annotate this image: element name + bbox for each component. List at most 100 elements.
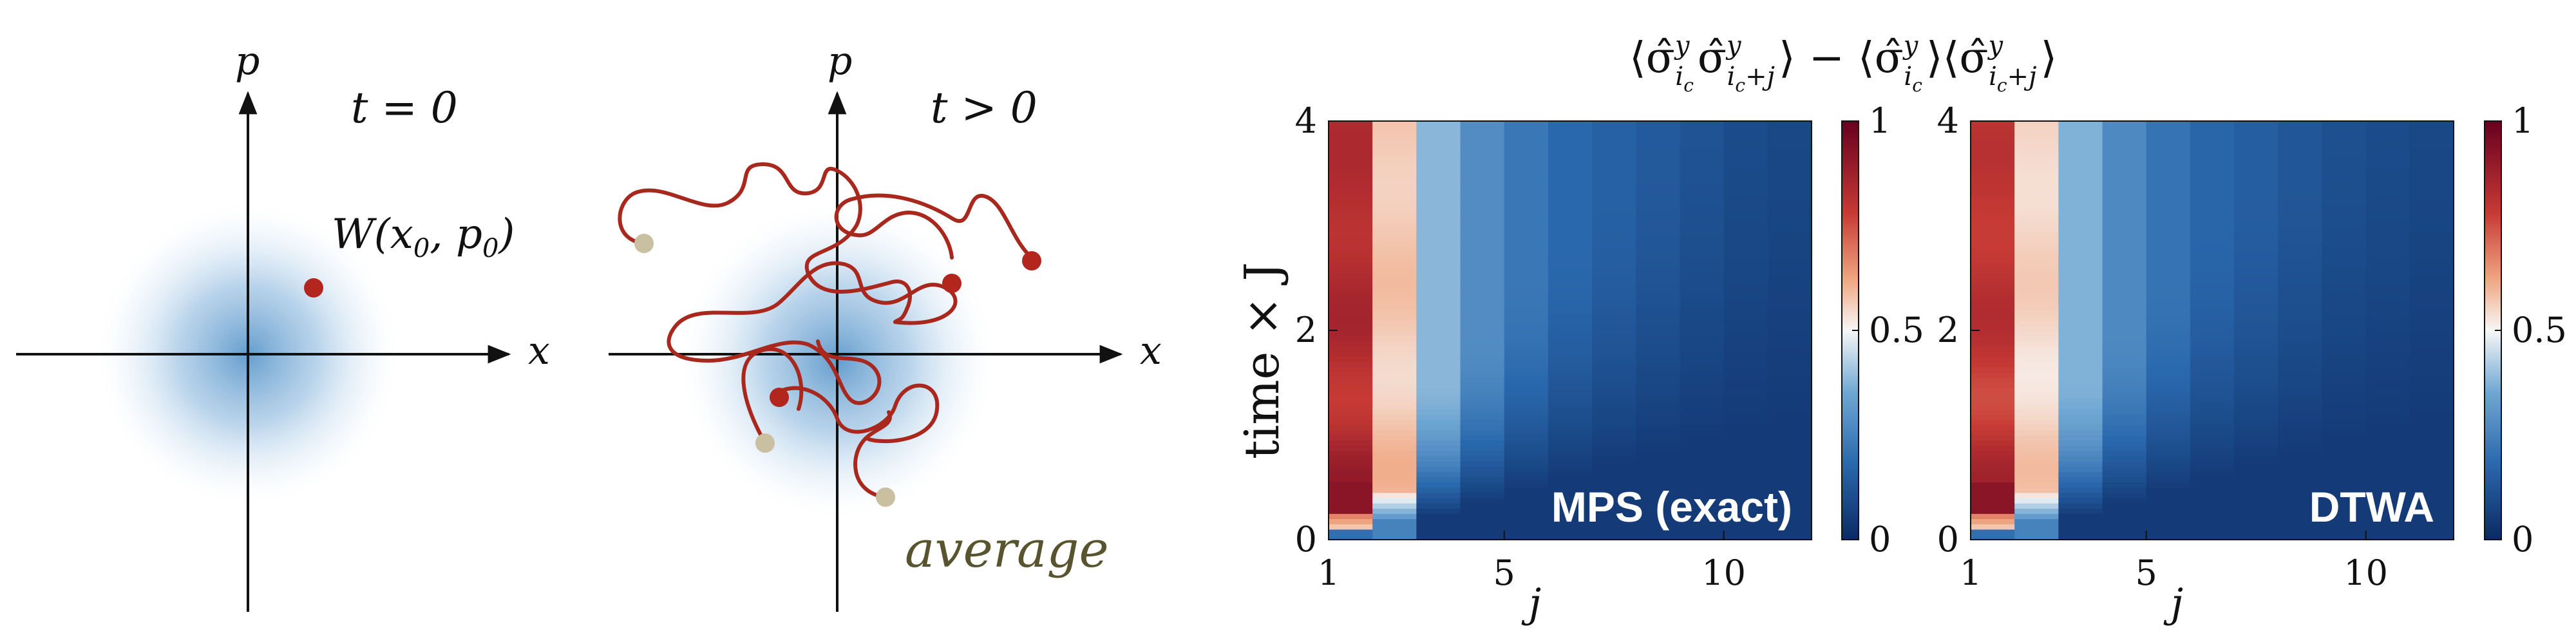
heatmap-cell — [2014, 461, 2059, 467]
heatmap-cell — [1971, 121, 2015, 127]
heatmap-cell — [1767, 231, 1812, 237]
heatmap-cell — [1548, 419, 1593, 425]
heatmap-cell — [2322, 210, 2367, 216]
heatmap-cell — [1416, 498, 1461, 504]
heatmap-cell — [1767, 471, 1812, 478]
heatmap-cell — [2234, 377, 2278, 383]
heatmap-cell — [2278, 152, 2323, 158]
heatmap-cell — [1416, 503, 1461, 509]
heatmap-cell — [2058, 262, 2103, 269]
heatmap-cell — [1971, 289, 2015, 294]
heatmap-cell — [2322, 424, 2367, 430]
heatmap-cell — [2146, 294, 2191, 299]
heatmap-cell — [2278, 314, 2323, 321]
heatmap-cell — [2409, 403, 2454, 410]
heatmap-cell — [1372, 189, 1417, 195]
heatmap-cell — [1592, 231, 1636, 237]
heatmap-cell — [2058, 163, 2103, 169]
heatmap-cell — [2322, 445, 2367, 451]
heatmap-cell — [1592, 252, 1636, 258]
heatmap-cell — [2409, 529, 2454, 535]
heatmap-cell — [1592, 147, 1636, 153]
heatmap-cell — [1329, 356, 1373, 363]
heatmap-cell — [2322, 456, 2367, 462]
heatmap-cell — [2146, 336, 2191, 341]
heatmap-cell — [2190, 247, 2235, 252]
heatmap-cell — [2058, 319, 2103, 326]
heatmap-cell — [2234, 231, 2278, 237]
heatmap-cell — [2234, 529, 2278, 535]
heatmap-cell — [1548, 403, 1593, 410]
heatmap-cell — [1416, 524, 1461, 530]
time-label: t = 0 — [351, 83, 458, 133]
heatmap-cell — [2146, 247, 2191, 252]
heatmap-cell — [1416, 466, 1461, 472]
heatmap-cell — [2234, 393, 2278, 399]
heatmap-cell — [2322, 482, 2367, 488]
heatmap-cell — [1723, 309, 1768, 316]
heatmap-cell — [1329, 477, 1373, 483]
heatmap-cell — [1548, 126, 1593, 132]
heatmap-cell — [2365, 299, 2410, 305]
heatmap-cell — [2409, 393, 2454, 399]
heatmap-cell — [1504, 534, 1549, 540]
heatmap-cell — [1723, 220, 1768, 227]
heatmap-cell — [2365, 461, 2410, 467]
heatmap-cell — [2409, 225, 2454, 232]
heatmap-cell — [1460, 231, 1505, 237]
heatmap-cell — [1548, 356, 1593, 363]
heatmap-cell — [2146, 231, 2191, 237]
heatmap-cell — [2014, 388, 2059, 394]
heatmap-cell — [2365, 205, 2410, 211]
heatmap-cell — [1971, 477, 2015, 483]
heatmap-cell — [2014, 356, 2059, 363]
heatmap-title: ⟨σ̂y icσ̂y ic+j⟩ − ⟨σ̂y ic⟩⟨σ̂y ic+j⟩ — [1629, 31, 2057, 96]
heatmap-cell — [2190, 189, 2235, 195]
heatmap-cell — [2014, 398, 2059, 404]
heatmap-cell — [2190, 388, 2235, 394]
heatmap-cell — [2190, 319, 2235, 326]
heatmap-cell — [2014, 236, 2059, 242]
heatmap-cell — [1329, 231, 1373, 237]
heatmap-cell — [2014, 471, 2059, 478]
heatmap-cell — [1548, 319, 1593, 326]
heatmap-cell — [2146, 199, 2191, 205]
heatmap-cell — [2190, 450, 2235, 457]
heatmap-cell — [2278, 408, 2323, 415]
heatmap-cell — [2014, 247, 2059, 252]
heatmap-cell — [1416, 257, 1461, 263]
heatmap-cell — [2102, 194, 2147, 200]
heatmap-cell — [2278, 356, 2323, 363]
heatmap-cell — [1504, 346, 1549, 352]
heatmap-cell — [2190, 518, 2235, 525]
heatmap-cell — [1416, 435, 1461, 441]
heatmap-cell — [1460, 157, 1505, 164]
heatmap-cell — [1636, 461, 1681, 467]
heatmap-cell — [1767, 372, 1812, 378]
heatmap-cell — [1329, 336, 1373, 341]
heatmap-cell — [1636, 419, 1681, 425]
heatmap-cell — [1329, 137, 1373, 143]
heatmap-cell — [1372, 524, 1417, 530]
heatmap-cell — [1636, 513, 1681, 520]
heatmap-cell — [2190, 492, 2235, 498]
heatmap-cell — [1504, 393, 1549, 399]
heatmap-cell — [1723, 225, 1768, 232]
heatmap-cell — [2278, 283, 2323, 289]
heatmap-cell — [1416, 231, 1461, 237]
heatmap-cell — [1329, 424, 1373, 430]
heatmap-cell — [1460, 178, 1505, 185]
heatmap-cell — [1767, 424, 1812, 430]
heatmap-cell — [1372, 252, 1417, 258]
heatmap-cell — [1372, 471, 1417, 478]
heatmap-cell — [1971, 529, 2015, 535]
heatmap-cell — [2146, 461, 2191, 467]
heatmap-cell — [1971, 524, 2015, 530]
heatmap-cell — [1548, 529, 1593, 535]
heatmap-cell — [2409, 398, 2454, 404]
heatmap-cell — [1460, 314, 1505, 321]
heatmap-cell — [2278, 435, 2323, 441]
heatmap-cell — [1767, 503, 1812, 509]
heatmap-cell — [2278, 319, 2323, 326]
heatmap-cell — [2014, 503, 2059, 509]
